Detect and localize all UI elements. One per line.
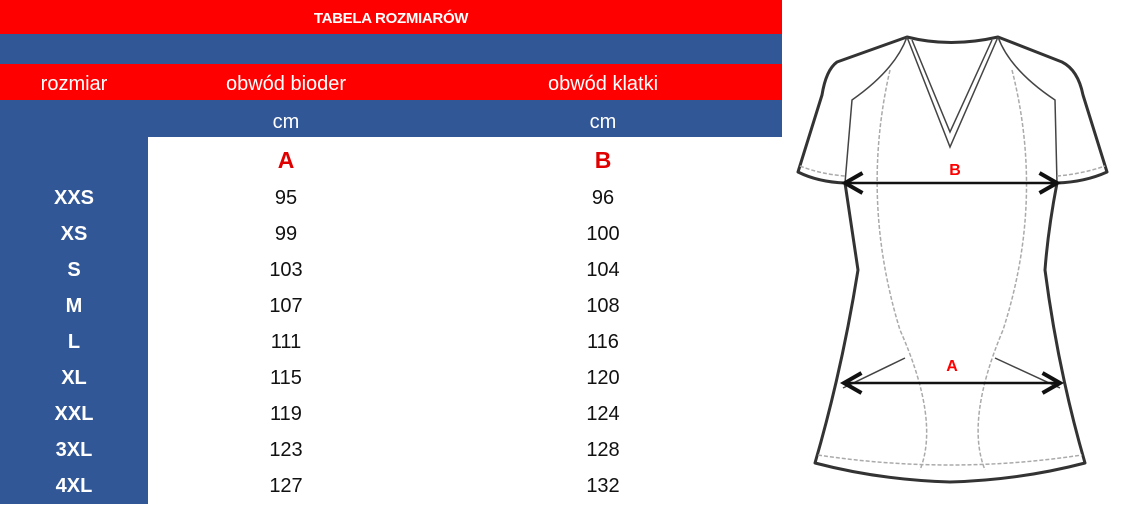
- hips-cell: 127: [269, 475, 303, 497]
- hips-cell: 119: [270, 403, 302, 425]
- header-size: rozmiar: [40, 73, 108, 95]
- blue-spacer-band: [0, 34, 782, 64]
- chest-cell: 104: [586, 259, 620, 281]
- table-row: 4XL 127 132: [0, 468, 782, 504]
- table-title: TABELA ROZMIARÓW: [0, 0, 782, 34]
- header-row: rozmiar obwód bioder obwód klatki: [0, 64, 782, 100]
- raglan-seam-left: [844, 36, 908, 184]
- chest-cell: 96: [591, 187, 615, 209]
- letter-chest: B: [594, 147, 612, 173]
- size-cell: M: [65, 295, 83, 317]
- chest-cell: 116: [587, 331, 619, 353]
- hips-cell: 103: [269, 259, 303, 281]
- header-chest: obwód klatki: [547, 73, 659, 95]
- hips-cell: 107: [269, 295, 303, 317]
- size-cell: 4XL: [55, 475, 93, 497]
- collar-inner-line: [911, 39, 993, 134]
- size-column-background: [0, 137, 148, 504]
- size-cell: 3XL: [55, 439, 93, 461]
- size-cell: XXS: [53, 187, 95, 209]
- hips-cell: 123: [269, 439, 303, 461]
- table-row: S 103 104: [0, 252, 782, 288]
- table-row: L 111 116: [0, 324, 782, 360]
- table-row: XXS 95 96: [0, 180, 782, 216]
- table-row: XXL 119 124: [0, 396, 782, 432]
- hips-cell: 95: [274, 187, 298, 209]
- hips-cell: 111: [270, 331, 302, 353]
- letter-row: A B: [0, 142, 782, 178]
- size-cell: XS: [60, 223, 88, 245]
- units-row: cm cm: [0, 100, 782, 137]
- hips-cell: 115: [270, 367, 302, 389]
- chest-cell: 128: [586, 439, 620, 461]
- table-row: XL 115 120: [0, 360, 782, 396]
- unit-hips: cm: [272, 111, 300, 133]
- raglan-seam-right: [997, 36, 1058, 184]
- size-cell: L: [67, 331, 81, 353]
- unit-chest: cm: [589, 111, 617, 133]
- chest-cell: 132: [586, 475, 620, 497]
- chest-cell: 100: [586, 223, 620, 245]
- size-cell: XXL: [54, 403, 94, 425]
- hips-cell: 99: [274, 223, 298, 245]
- stitch-line-right: [977, 69, 1028, 471]
- stitch-line-left: [876, 69, 928, 471]
- tshirt-outline: [796, 35, 1109, 484]
- size-cell: S: [67, 259, 81, 281]
- size-cell: XL: [61, 367, 87, 389]
- table-row: XS 99 100: [0, 216, 782, 252]
- chest-cell: 108: [586, 295, 620, 317]
- collar-line: [906, 36, 999, 149]
- sleeve-stitch: [799, 165, 1106, 177]
- diagram-label-hips: A: [946, 358, 958, 375]
- header-hips: obwód bioder: [225, 73, 347, 95]
- hem-stitch: [817, 454, 1083, 466]
- chest-cell: 120: [586, 367, 620, 389]
- table-row: 3XL 123 128: [0, 432, 782, 468]
- diagram-label-chest: B: [949, 162, 961, 179]
- chest-cell: 124: [586, 403, 620, 425]
- table-row: M 107 108: [0, 288, 782, 324]
- letter-hips: A: [277, 147, 295, 173]
